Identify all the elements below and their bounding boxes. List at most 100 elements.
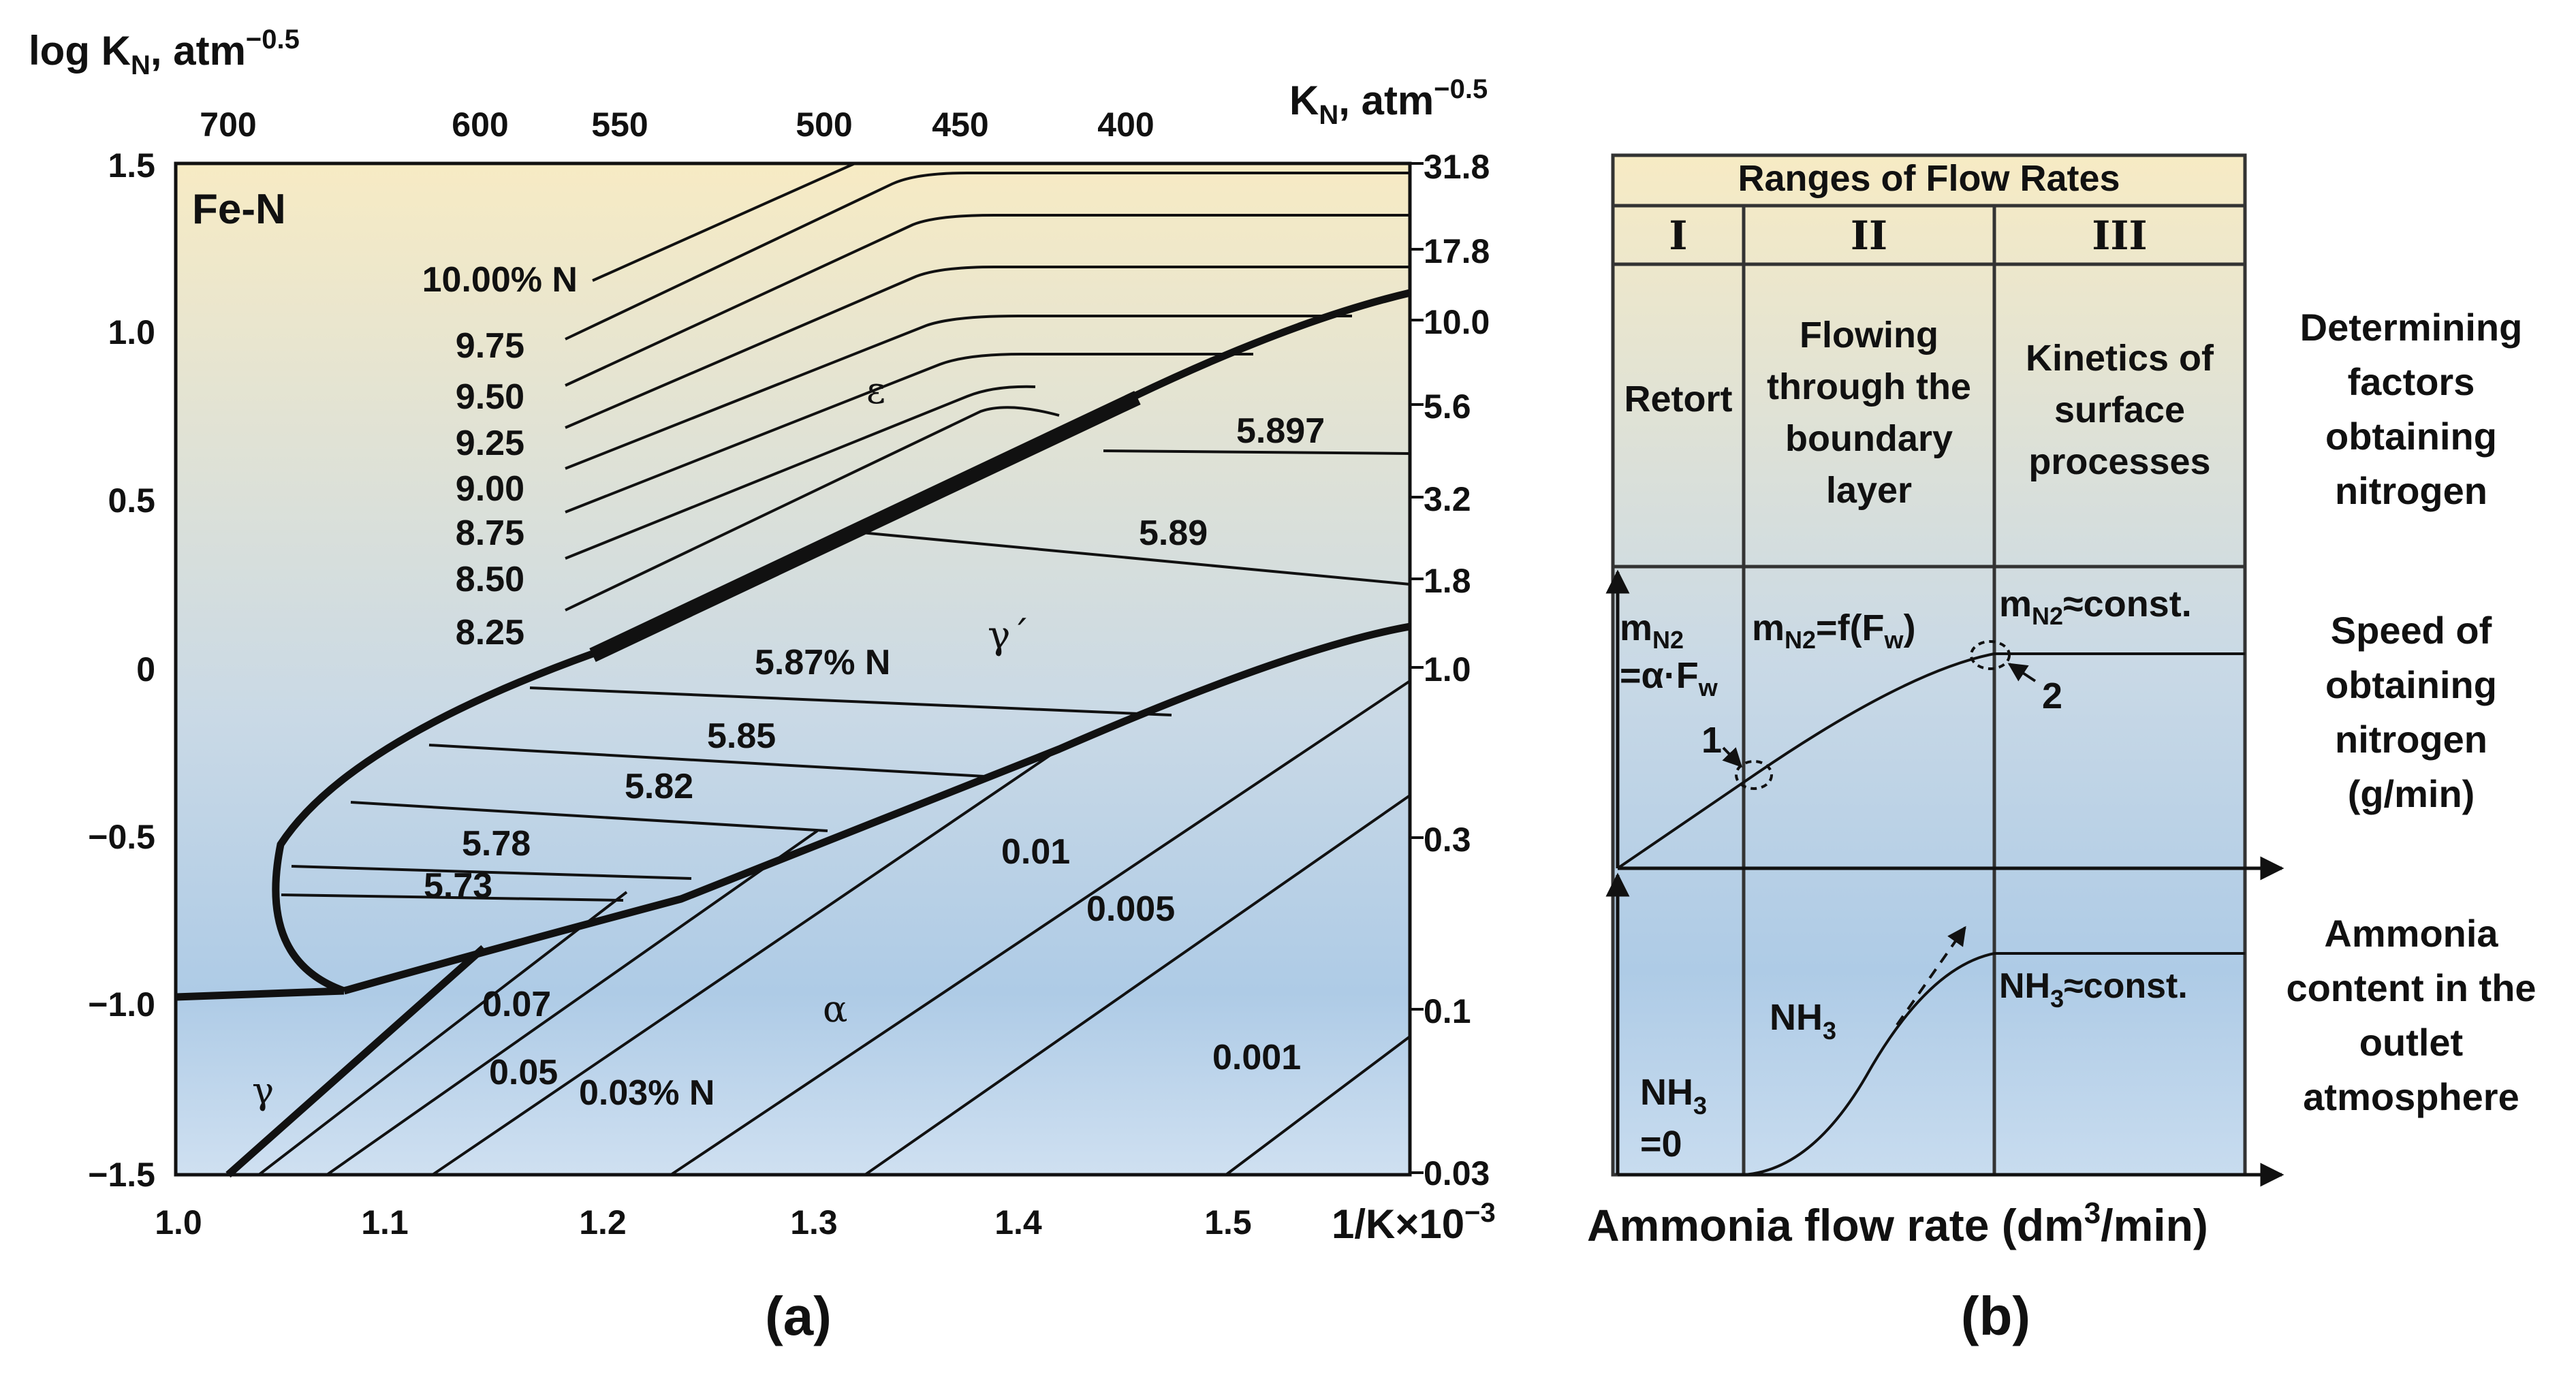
boundary-gamma-alpha — [225, 945, 486, 1178]
left-tick: 1.0 — [108, 313, 155, 351]
isoline-9.00 — [565, 315, 1352, 470]
alpha-label: 0.005 — [1086, 889, 1175, 929]
alpha-label: 0.05 — [489, 1053, 558, 1092]
ammonia-curve — [1743, 952, 2245, 1176]
isoline-5.89 — [861, 531, 1411, 586]
epsilon-label: 8.25 — [456, 613, 524, 652]
alpha-label: 0.01 — [1001, 832, 1070, 872]
speed-label: Speed of — [2331, 609, 2492, 652]
bottom-tick: 1.4 — [994, 1203, 1042, 1241]
panel-b-background — [1613, 155, 2245, 1175]
bottom-tick: 1.3 — [790, 1203, 838, 1241]
right-tick: 5.6 — [1424, 387, 1471, 426]
ammonia-label: content in the — [2286, 966, 2536, 1009]
equation-1-top: mN2 — [1620, 607, 1684, 654]
isoline-0.03 — [431, 748, 1061, 1176]
marker-2: 2 — [2042, 676, 2062, 716]
left-tick: 1.5 — [108, 146, 155, 185]
nh3-const: NH3≈const. — [1999, 966, 2188, 1013]
epsilon-labels: 10.00% N 9.75 9.50 9.25 9.00 8.75 8.50 8… — [422, 260, 578, 652]
panel-a: log KN, atm−0.5 KN, atm−0.5 1.5 1.0 0.5 … — [29, 25, 1496, 1346]
nh3-curve-label: NH3 — [1770, 997, 1836, 1045]
epsilon-label: 9.00 — [456, 469, 524, 509]
isoline-5.73 — [281, 893, 624, 902]
factors-label: Determining — [2300, 306, 2523, 349]
marker-arrow-1 — [1722, 746, 1742, 768]
left-tick: −1.0 — [88, 985, 155, 1024]
gp-label: 5.897 — [1236, 411, 1325, 451]
marker-arrow-2 — [2007, 663, 2037, 682]
epsilon-label: 8.50 — [456, 560, 524, 599]
bottom-tick: 1.2 — [579, 1203, 627, 1241]
equation-3: mN2≈const. — [1999, 584, 2192, 630]
caption-b: (b) — [1961, 1286, 2030, 1346]
nh3-zero-top: NH3 — [1640, 1072, 1707, 1120]
isoline-5.85 — [428, 744, 985, 778]
left-tick: 0 — [136, 650, 155, 688]
right-axis-title: KN, atm−0.5 — [1289, 74, 1488, 130]
epsilon-label: 9.25 — [456, 424, 524, 463]
col1-text: Retort — [1624, 379, 1733, 420]
right-tick: 17.8 — [1424, 232, 1490, 270]
table-title: Ranges of Flow Rates — [1738, 158, 2120, 199]
phase-alpha: α — [823, 987, 847, 1030]
left-tick: −0.5 — [88, 818, 155, 856]
right-tick-labels: 31.8 17.8 10.0 5.6 3.2 1.8 1.0 0.3 0.1 0… — [1424, 148, 1490, 1192]
panel-b: Ranges of Flow Rates I II III Retort Flo… — [1587, 153, 2536, 1346]
column-headers: I II III — [1669, 212, 2147, 259]
alpha-isolines — [257, 680, 1411, 1176]
epsilon-isolines — [565, 162, 1410, 612]
isoline-8.50 — [565, 385, 1036, 560]
col-header-III: III — [2092, 212, 2147, 259]
factors-label: obtaining — [2325, 415, 2497, 458]
epsilon-label: 9.50 — [456, 377, 524, 417]
bottom-tick: 1.5 — [1204, 1203, 1252, 1241]
equation-2: mN2=f(Fw) — [1752, 607, 1916, 654]
panel-b-x-axis-title: Ammonia flow rate (dm3/min) — [1587, 1197, 2208, 1250]
isoline-5.82 — [350, 801, 828, 832]
top-tick-labels: 700 600 550 500 450 400 — [200, 106, 1154, 144]
gp-label: 5.73 — [424, 866, 492, 906]
speed-label: nitrogen — [2335, 718, 2487, 761]
system-label: Fe-N — [192, 186, 286, 233]
right-tick: 1.8 — [1424, 562, 1471, 600]
right-tick: 0.1 — [1424, 992, 1471, 1030]
nitrogen-speed-curve — [1616, 652, 2245, 870]
marker-1: 1 — [1701, 720, 1722, 761]
boundary-epsilon-thickband — [589, 391, 1141, 662]
nh3-zero-bottom: =0 — [1640, 1124, 1682, 1165]
col3-text: surface — [2054, 390, 2185, 430]
left-tick-labels: 1.5 1.0 0.5 0 −0.5 −1.0 −1.5 — [88, 146, 155, 1194]
col2-text: layer — [1826, 470, 1912, 511]
speed-label: obtaining — [2325, 663, 2497, 706]
alpha-label: 0.03% N — [579, 1073, 714, 1113]
panel-a-frame — [174, 161, 1412, 1177]
isoline-0.005 — [864, 794, 1411, 1176]
right-tick: 31.8 — [1424, 148, 1490, 186]
phase-gamma-prime: γ´ — [988, 614, 1029, 658]
top-tick: 500 — [796, 106, 852, 144]
isoline-5.87 — [529, 686, 1172, 716]
col3-text: processes — [2028, 441, 2210, 482]
column-texts: Retort Flowing through the boundary laye… — [1624, 315, 2215, 511]
phase-gamma: γ — [252, 1069, 274, 1112]
isoline-8.75 — [565, 353, 1253, 513]
right-tick: 0.03 — [1424, 1154, 1490, 1192]
alpha-label: 0.07 — [482, 985, 551, 1024]
left-axis-title: log KN, atm−0.5 — [29, 25, 300, 80]
right-tick: 10.0 — [1424, 303, 1490, 341]
bottom-tick: 1.0 — [155, 1203, 202, 1241]
top-tick: 600 — [452, 106, 508, 144]
ammonia-dashed-arrow — [1896, 925, 1966, 1026]
epsilon-label: 8.75 — [456, 513, 524, 553]
x-axis-title: 1/K×10−3 — [1332, 1198, 1496, 1247]
col-header-II: II — [1851, 212, 1887, 259]
right-tick: 0.3 — [1424, 821, 1471, 859]
isoline-5.897 — [1103, 449, 1411, 455]
caption-a: (a) — [765, 1286, 832, 1346]
isoline-0.05 — [326, 829, 819, 1176]
factors-label: nitrogen — [2335, 469, 2487, 512]
right-labels: Determining factors obtaining nitrogen S… — [2286, 306, 2536, 1118]
right-axis-ticks — [1410, 162, 1424, 1174]
